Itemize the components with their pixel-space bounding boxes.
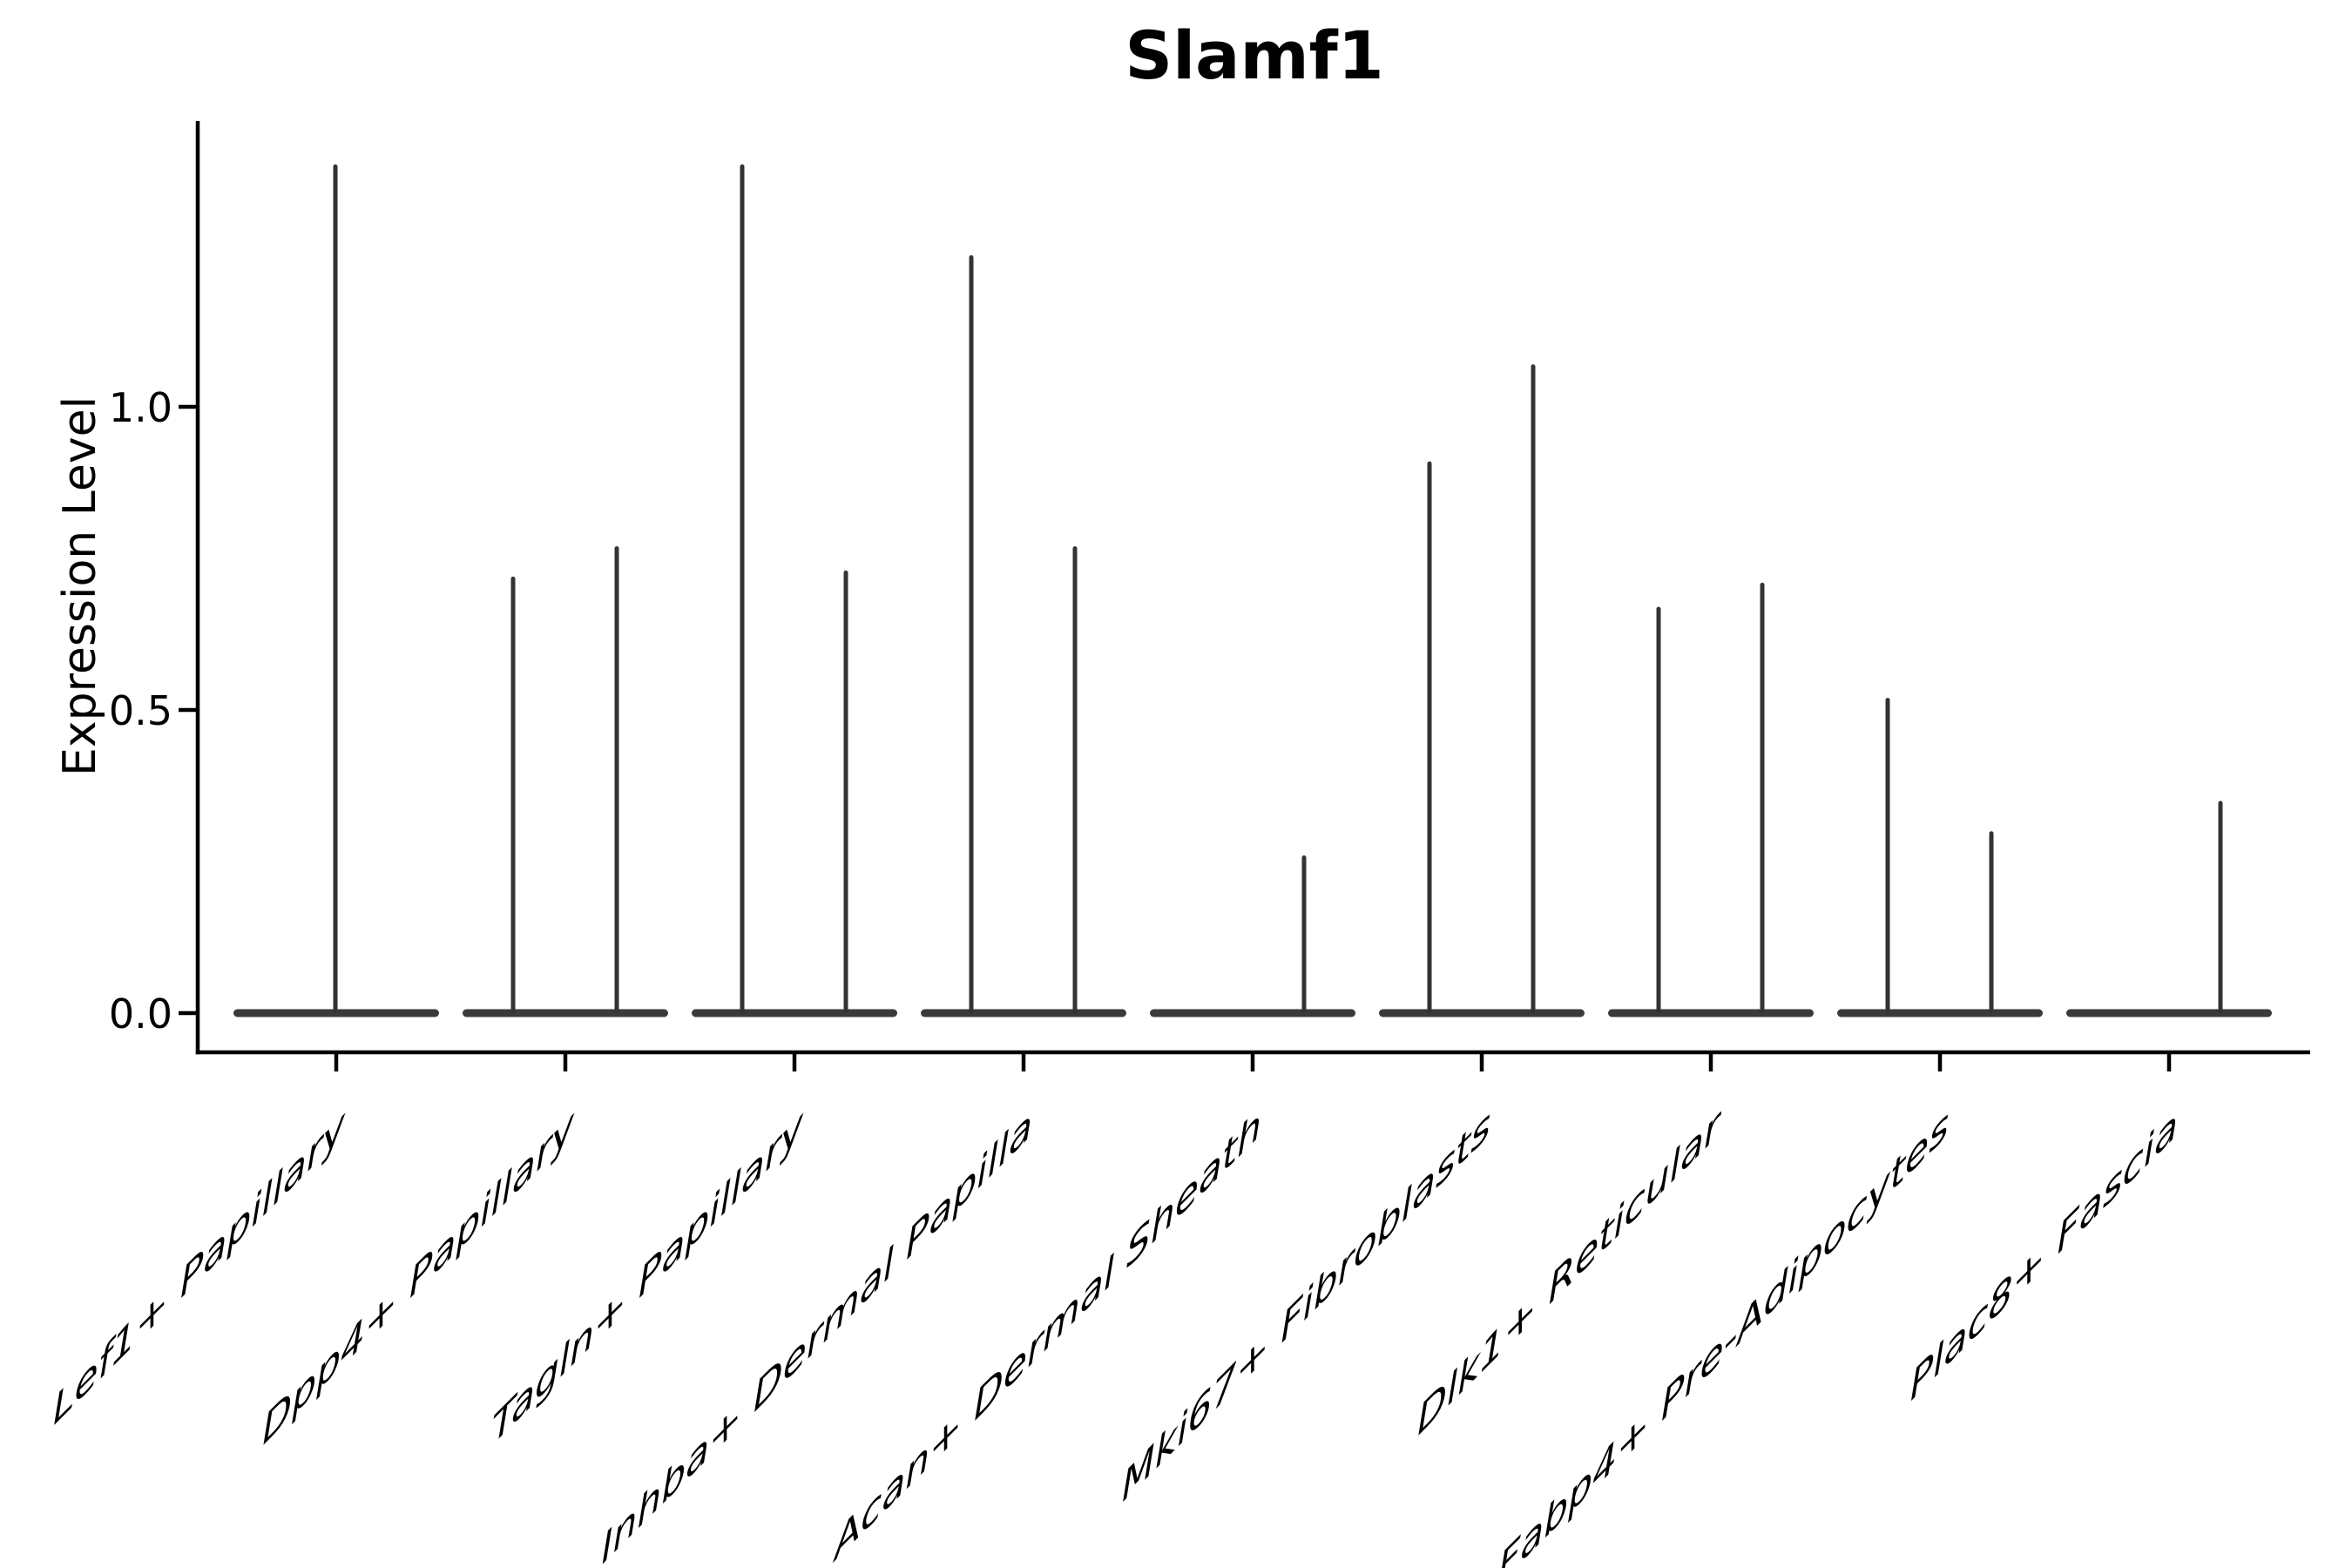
y-tick-label-0: 0.0 [109,990,172,1037]
violin-base [463,1009,668,1017]
x-tick-label-7: Fabp4+ Pre-Adipocytes [1498,1098,1949,1568]
violin-base [921,1009,1126,1017]
x-tick-label-8: Plac8+ Fascia [1910,1098,2178,1411]
violin-base [2066,1009,2272,1017]
x-tick-label-5: Mki67+ Fibroblasts [1122,1098,1490,1512]
x-tick-label-4: Acan+ Dermal Sheath [833,1098,1261,1568]
y-tick-label-1: 0.5 [109,687,172,734]
violin-base [1379,1009,1585,1017]
y-tick-label-2: 1.0 [109,384,172,431]
chart-title: Slamf1 [1125,17,1384,94]
violin-base [1837,1009,2043,1017]
violin-base [692,1009,897,1017]
violin-base [1150,1009,1355,1017]
violin-base [1608,1009,1814,1017]
x-tick-label-3: Inhba+ Dermal Papilla [601,1098,1032,1568]
